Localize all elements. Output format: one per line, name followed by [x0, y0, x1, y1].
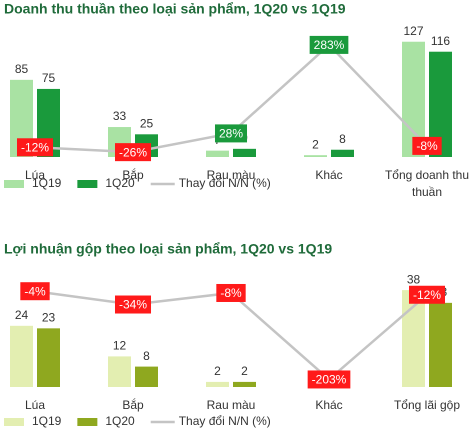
bar [10, 79, 33, 157]
line-value-label: -4% [24, 284, 46, 298]
line [34, 289, 428, 382]
label-box [20, 282, 50, 301]
legend-label: Thay đổi N/N (%) [179, 176, 271, 190]
bar-label: 25 [140, 116, 154, 130]
bar-label: 85 [15, 62, 29, 76]
bar-label: 38 [407, 272, 421, 286]
bar [108, 356, 131, 387]
bar-label: 2 [312, 137, 319, 151]
bar [135, 366, 158, 387]
label-box [114, 143, 152, 162]
line-label: -12% [16, 138, 54, 157]
bar [37, 328, 60, 387]
bar-label: 116 [431, 34, 450, 48]
line-label: 283% [309, 35, 349, 54]
bar-label: 2 [241, 364, 248, 378]
bar [429, 51, 452, 158]
bar [304, 155, 327, 157]
label-box [309, 35, 349, 54]
legend-label: 1Q20 [105, 176, 135, 190]
legend-label: Thay đổi N/N (%) [179, 414, 271, 428]
bar [402, 41, 425, 157]
legend-swatch [4, 418, 24, 426]
legend-label: 1Q20 [105, 414, 135, 428]
bar-label: 24 [15, 308, 29, 322]
bar [331, 149, 354, 157]
line-label: -8% [412, 136, 442, 155]
x-tick-label: Lúa [24, 398, 46, 412]
bar [233, 381, 256, 387]
label-box [16, 138, 54, 157]
line-value-label: -8% [416, 139, 438, 153]
line-label: -8% [216, 283, 246, 302]
bar-label: 127 [403, 24, 423, 38]
bar [233, 148, 256, 157]
line-label: -4% [20, 282, 50, 301]
x-tick-label: Tổng lãi gộp [393, 398, 461, 412]
bar-label: 8 [339, 132, 346, 146]
x-tick-label: Lúa [24, 168, 46, 182]
legend-swatch [77, 180, 98, 188]
legend-swatch [77, 418, 98, 426]
bar-label: 2 [214, 364, 221, 378]
x-tick-label: Rau màu [206, 398, 256, 412]
bar-label: 33 [113, 109, 127, 123]
bar [429, 302, 452, 387]
line-value-label: -26% [119, 145, 147, 159]
x-tick-label: Bắp [122, 168, 144, 182]
chart-title: Lợi nhuận gộp theo loại sản phẩm, 1Q20 v… [4, 241, 332, 257]
line-label: -26% [114, 143, 152, 162]
line-value-label: 283% [314, 38, 345, 52]
x-tick-label: Tổng doanh thu thuần [384, 168, 470, 199]
label-box [412, 136, 442, 155]
bar [10, 325, 33, 387]
x-tick-label: Khác [315, 398, 343, 412]
x-tick-label: Bắp [122, 398, 144, 412]
bar [402, 290, 425, 387]
bar-label: 8 [143, 349, 150, 363]
legend-swatch [4, 180, 24, 188]
line-value-label: -8% [220, 286, 242, 300]
x-tick-label: Khác [315, 168, 343, 182]
legend-label: 1Q19 [32, 414, 62, 428]
label-box [216, 283, 246, 302]
line-value-label: -203% [312, 373, 347, 387]
line-label: -12% [408, 285, 446, 304]
line-label: -34% [114, 295, 152, 314]
bar-label: 23 [42, 311, 56, 325]
legend-label: 1Q19 [32, 176, 62, 190]
line-label: 28% [214, 124, 248, 143]
x-tick-label: Rau màu [206, 168, 256, 182]
bar [206, 381, 229, 387]
label-box [214, 124, 248, 143]
label-box [307, 370, 351, 389]
chart-title: Doanh thu thuần theo loại sản phẩm, 1Q20… [4, 1, 346, 17]
line-value-label: -12% [21, 140, 49, 154]
line-value-label: 28% [219, 127, 243, 141]
line-value-label: -34% [119, 298, 147, 312]
bar [206, 150, 229, 157]
bar-label: 12 [113, 339, 127, 353]
label-box [114, 295, 152, 314]
line-value-label: -12% [413, 288, 441, 302]
label-box [408, 285, 446, 304]
line-label: -203% [307, 370, 351, 389]
bar-label: 75 [42, 71, 56, 85]
